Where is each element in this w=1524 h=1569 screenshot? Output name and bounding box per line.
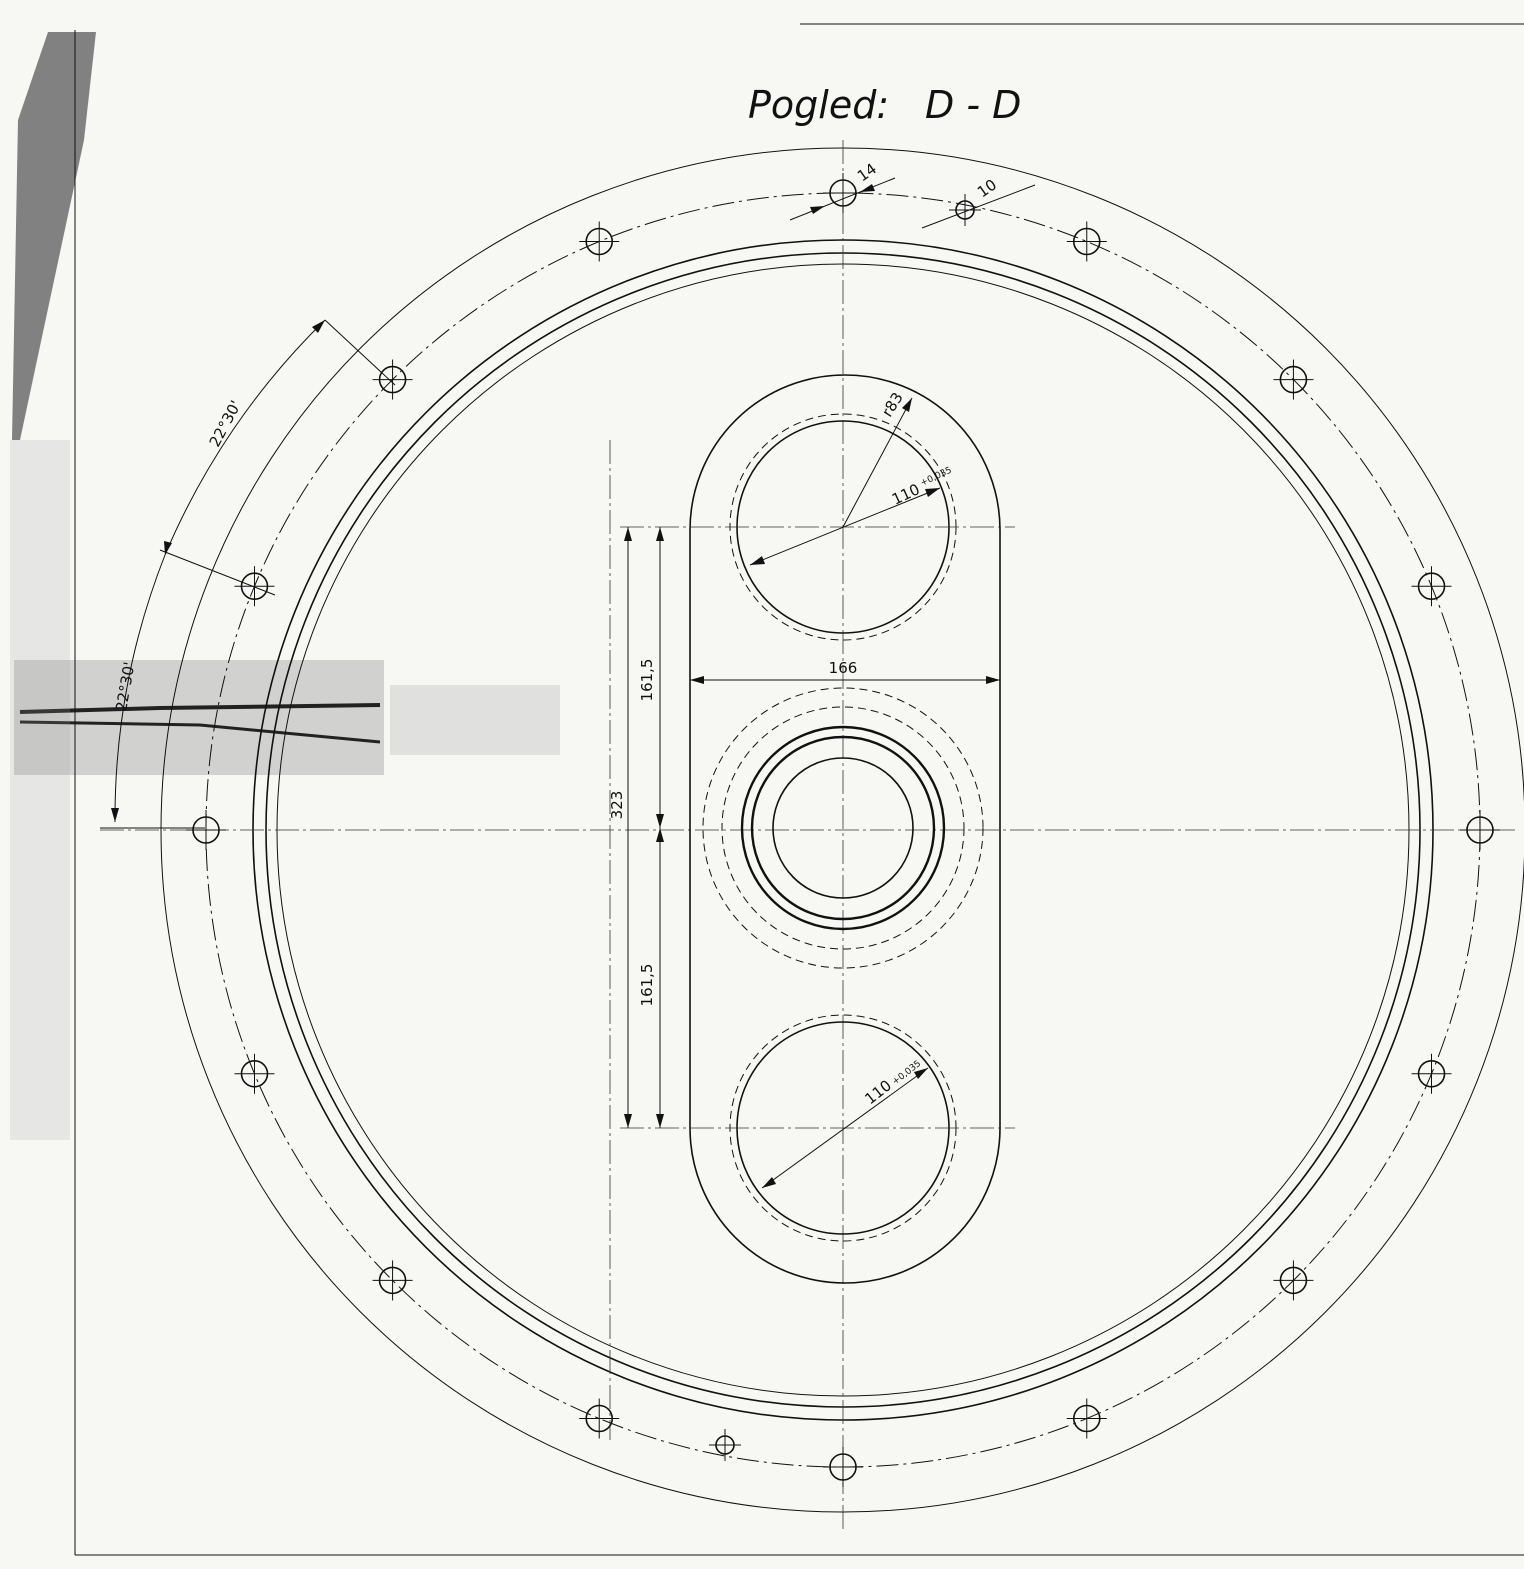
bolt-hole	[1066, 1398, 1107, 1439]
bolt-hole	[1411, 1053, 1452, 1094]
center-ring-outer	[740, 725, 946, 931]
small-hole	[949, 194, 981, 226]
view-id-label: D - D	[925, 83, 1021, 127]
center-hidden-2	[702, 687, 984, 969]
dim-110-top: 110	[889, 480, 923, 508]
dim-10: 10	[974, 176, 1000, 202]
bolt-hole	[1273, 359, 1314, 400]
bolt-hole	[234, 1053, 275, 1094]
bolt-hole	[579, 221, 620, 262]
bolt-hole	[1066, 221, 1107, 262]
bolt-hole	[1411, 566, 1452, 607]
angle-upper: 22°30'	[206, 397, 245, 449]
center-hidden-1	[721, 706, 965, 950]
title-label: Pogled:	[748, 83, 889, 127]
slot-outline	[689, 374, 1001, 1284]
bolt-hole	[1460, 810, 1500, 850]
dimension-lines	[100, 177, 1036, 1189]
centerlines	[100, 140, 1515, 1530]
bolt-hole	[1273, 1260, 1314, 1301]
bolt-hole	[372, 1260, 413, 1301]
sheet-border	[74, 23, 1524, 1556]
small-hole	[709, 1429, 741, 1461]
bolt-holes	[186, 173, 1500, 1487]
bolt-hole	[186, 810, 226, 850]
center-ring-mid	[750, 735, 936, 921]
dim-110-bottom: 110	[861, 1076, 895, 1108]
view-title: Pogled: D - D	[748, 83, 1021, 127]
dim-166: 166	[829, 659, 858, 677]
dim-161-5-upper: 161,5	[638, 659, 656, 702]
bolt-hole	[579, 1398, 620, 1439]
boss-slot	[620, 374, 1015, 1284]
bolt-hole	[823, 1447, 863, 1487]
dim-14: 14	[854, 160, 880, 186]
dim-323: 323	[608, 791, 626, 820]
bolt-hole	[372, 359, 413, 400]
bolt-hole	[234, 566, 275, 607]
center-bore	[772, 757, 914, 899]
dim-161-5-lower: 161,5	[638, 964, 656, 1007]
